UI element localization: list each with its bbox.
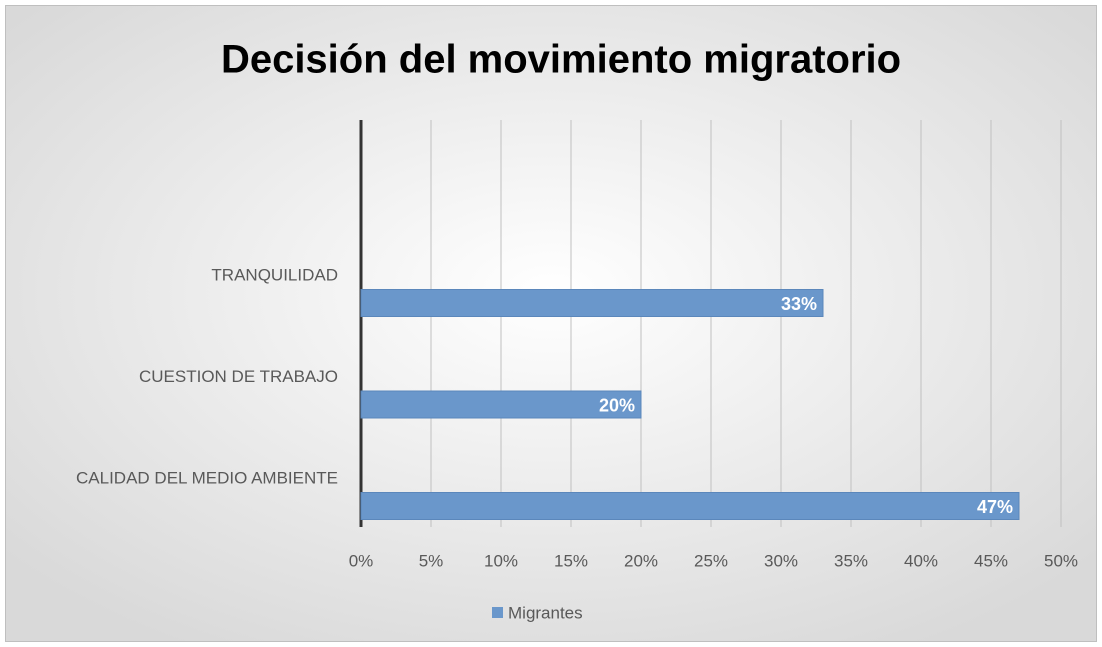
- legend-label: Migrantes: [508, 603, 583, 622]
- legend-swatch: [492, 607, 503, 618]
- bar: [360, 492, 1020, 520]
- x-tick-label: 0%: [349, 551, 374, 570]
- x-tick-label: 40%: [904, 551, 938, 570]
- data-label: 33%: [781, 294, 817, 314]
- bar: [360, 289, 824, 317]
- x-tick-label: 35%: [834, 551, 868, 570]
- y-tick-label: CALIDAD DEL MEDIO AMBIENTE: [76, 468, 338, 487]
- bar: [360, 390, 642, 419]
- chart-title: Decisión del movimiento migratorio: [221, 38, 901, 82]
- x-tick-label: 10%: [484, 551, 518, 570]
- x-tick-label: 45%: [974, 551, 1008, 570]
- x-tick-label: 5%: [419, 551, 444, 570]
- x-tick-label: 25%: [694, 551, 728, 570]
- y-tick-label: CUESTION DE TRABAJO: [139, 367, 338, 386]
- data-label: 47%: [977, 497, 1013, 517]
- x-tick-label: 20%: [624, 551, 658, 570]
- data-label: 20%: [599, 395, 635, 415]
- x-tick-label: 15%: [554, 551, 588, 570]
- x-tick-label: 30%: [764, 551, 798, 570]
- chart-background: [5, 5, 1097, 642]
- x-tick-label: 50%: [1044, 551, 1078, 570]
- y-tick-label: TRANQUILIDAD: [211, 265, 338, 284]
